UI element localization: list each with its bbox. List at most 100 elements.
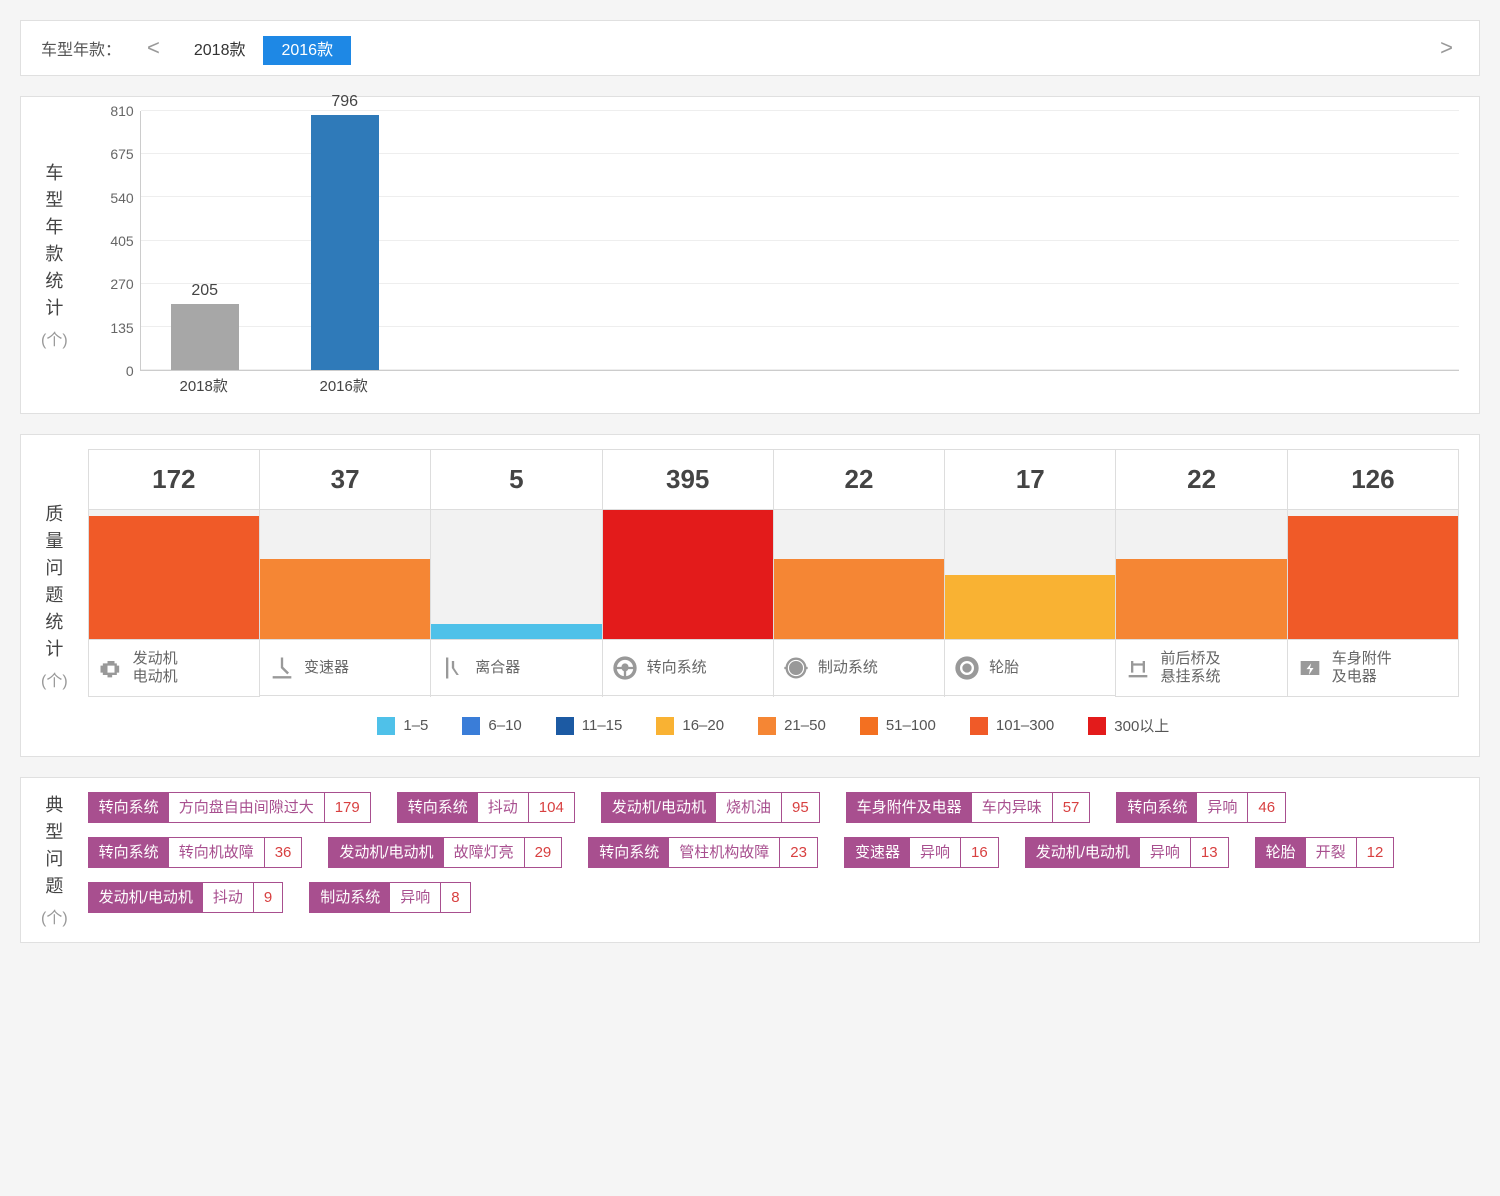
year-row: 车型年款： < 2018款2016款 > xyxy=(41,35,1459,61)
tag-system: 发动机/电动机 xyxy=(329,838,443,867)
title-char: 计 xyxy=(41,636,68,663)
problem-tag[interactable]: 变速器异响16 xyxy=(844,837,999,868)
quality-col: 172发动机电动机 xyxy=(89,449,260,697)
tag-system: 轮胎 xyxy=(1256,838,1306,867)
legend-item: 6–10 xyxy=(462,715,521,736)
clutch-icon xyxy=(439,654,467,682)
title-char: 题 xyxy=(41,873,68,900)
problem-tag[interactable]: 转向系统管柱机构故障23 xyxy=(588,837,818,868)
quality-col: 17 轮胎 xyxy=(945,449,1116,697)
quality-category[interactable]: 车身附件及电器 xyxy=(1288,640,1458,697)
quality-col: 5 离合器 xyxy=(431,449,602,697)
year-chart-title: 车型年款统计(个) xyxy=(41,111,88,399)
year-tab-2016款[interactable]: 2016款 xyxy=(263,36,351,65)
title-char: 量 xyxy=(41,528,68,555)
typical-title: 典型问题(个) xyxy=(41,792,88,928)
legend-item: 16–20 xyxy=(656,715,724,736)
year-label: 车型年款： xyxy=(41,36,121,60)
year-tab-2018款[interactable]: 2018款 xyxy=(176,36,264,65)
y-tick: 270 xyxy=(110,276,133,292)
quality-count: 37 xyxy=(260,449,430,510)
year-bar-2018款[interactable]: 205 xyxy=(171,304,239,370)
quality-count: 5 xyxy=(431,449,601,510)
tag-system: 发动机/电动机 xyxy=(1026,838,1140,867)
quality-category[interactable]: 离合器 xyxy=(431,640,601,696)
y-tick: 540 xyxy=(110,190,133,206)
problem-tag[interactable]: 转向系统异响46 xyxy=(1116,792,1286,823)
tag-count: 104 xyxy=(529,793,574,822)
quality-col: 126车身附件及电器 xyxy=(1288,449,1459,697)
problem-tag[interactable]: 发动机/电动机异响13 xyxy=(1025,837,1229,868)
quality-bar[interactable] xyxy=(1288,516,1458,639)
tag-count: 16 xyxy=(961,838,998,867)
quality-col: 22前后桥及悬挂系统 xyxy=(1116,449,1287,697)
x-label: 2016款 xyxy=(310,375,378,396)
title-char: 统 xyxy=(41,609,68,636)
problem-tag[interactable]: 发动机/电动机烧机油95 xyxy=(601,792,820,823)
tag-count: 9 xyxy=(254,883,282,912)
title-unit: (个) xyxy=(41,667,68,691)
tag-count: 57 xyxy=(1053,793,1090,822)
quality-bar[interactable] xyxy=(260,559,430,639)
suspension-icon xyxy=(1124,654,1152,682)
quality-category[interactable]: 制动系统 xyxy=(774,640,944,696)
legend-swatch xyxy=(656,717,674,735)
title-char: 型 xyxy=(41,819,68,846)
tag-system: 转向系统 xyxy=(1117,793,1197,822)
problem-tag[interactable]: 发动机/电动机故障灯亮29 xyxy=(328,837,562,868)
quality-category[interactable]: 轮胎 xyxy=(945,640,1115,696)
quality-bar[interactable] xyxy=(89,516,259,639)
problem-tag[interactable]: 发动机/电动机抖动9 xyxy=(88,882,284,913)
typical-problems-panel: 典型问题(个) 转向系统方向盘自由间隙过大179转向系统抖动104发动机/电动机… xyxy=(20,777,1480,943)
legend-item: 21–50 xyxy=(758,715,826,736)
tag-system: 转向系统 xyxy=(398,793,478,822)
legend-label: 101–300 xyxy=(996,717,1054,734)
quality-bar[interactable] xyxy=(945,575,1115,640)
title-char: 质 xyxy=(41,501,68,528)
tag-problem: 异响 xyxy=(1140,838,1191,867)
quality-category[interactable]: 前后桥及悬挂系统 xyxy=(1116,640,1286,697)
tag-count: 8 xyxy=(441,883,469,912)
problem-tag[interactable]: 转向系统转向机故障36 xyxy=(88,837,303,868)
tag-system: 发动机/电动机 xyxy=(602,793,716,822)
quality-bar[interactable] xyxy=(1116,559,1286,639)
year-prev-arrow[interactable]: < xyxy=(141,35,166,61)
quality-bar[interactable] xyxy=(431,624,601,639)
year-next-arrow[interactable]: > xyxy=(1434,35,1459,61)
electric-icon xyxy=(1296,654,1324,682)
quality-barzone xyxy=(1288,510,1458,640)
legend-item: 11–15 xyxy=(556,715,623,736)
problem-tag[interactable]: 车身附件及电器车内异味57 xyxy=(846,792,1091,823)
title-unit: (个) xyxy=(41,326,68,350)
title-char: 车 xyxy=(41,160,68,187)
quality-bar[interactable] xyxy=(774,559,944,639)
typical-tags: 转向系统方向盘自由间隙过大179转向系统抖动104发动机/电动机烧机油95车身附… xyxy=(88,792,1459,928)
tag-problem: 方向盘自由间隙过大 xyxy=(169,793,325,822)
quality-bar[interactable] xyxy=(603,510,773,639)
problem-tag[interactable]: 转向系统抖动104 xyxy=(397,792,575,823)
quality-category[interactable]: 转向系统 xyxy=(603,640,773,696)
quality-count: 17 xyxy=(945,449,1115,510)
y-tick: 405 xyxy=(110,233,133,249)
tag-problem: 开裂 xyxy=(1306,838,1357,867)
quality-col: 395转向系统 xyxy=(603,449,774,697)
legend-item: 300以上 xyxy=(1088,715,1169,736)
quality-category[interactable]: 变速器 xyxy=(260,640,430,696)
title-char: 年 xyxy=(41,214,68,241)
tag-problem: 抖动 xyxy=(478,793,529,822)
problem-tag[interactable]: 制动系统异响8 xyxy=(309,882,470,913)
year-bar-chart: 0135270405540675810 205796 2018款2016款 xyxy=(88,111,1459,399)
tag-problem: 车内异味 xyxy=(972,793,1053,822)
problem-tag[interactable]: 转向系统方向盘自由间隙过大179 xyxy=(88,792,371,823)
quality-barzone xyxy=(774,510,944,640)
legend-label: 16–20 xyxy=(682,717,724,734)
year-bar-2016款[interactable]: 796 xyxy=(311,115,379,370)
quality-barzone xyxy=(603,510,773,640)
tag-system: 车身附件及电器 xyxy=(847,793,972,822)
title-char: 题 xyxy=(41,582,68,609)
problem-tag[interactable]: 轮胎开裂12 xyxy=(1255,837,1395,868)
tag-system: 发动机/电动机 xyxy=(89,883,203,912)
quality-category[interactable]: 发动机电动机 xyxy=(89,640,259,697)
quality-col: 37 变速器 xyxy=(260,449,431,697)
tag-count: 36 xyxy=(265,838,302,867)
